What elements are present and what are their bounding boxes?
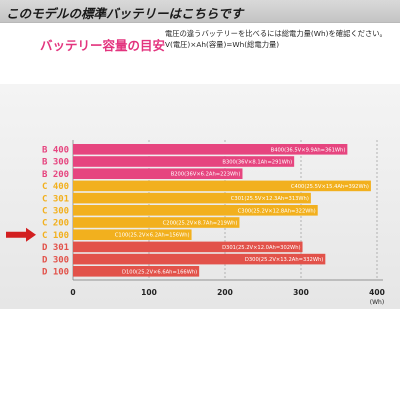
bar	[73, 180, 371, 192]
bar	[73, 229, 192, 240]
bar-label: C100(25.2V×6.2Ah=156Wh)	[115, 233, 190, 239]
bar	[73, 192, 311, 204]
x-unit-label: (Wh)	[370, 299, 384, 306]
x-tick-label: 400	[369, 288, 385, 297]
x-tick-label: 300	[293, 288, 309, 297]
category-label: C 100	[42, 231, 69, 241]
category-label: C 301	[42, 194, 69, 204]
bar	[73, 144, 348, 155]
category-label: C 400	[42, 182, 69, 192]
category-label: D 300	[42, 255, 69, 265]
bar	[73, 168, 243, 179]
bar-label: D301(25.2V×12.0Ah=302Wh)	[222, 245, 300, 251]
bar	[73, 241, 303, 253]
battery-capacity-chart: B400(36.5V×9.9Ah=361Wh) B300(36V×8.1Ah=29…	[6, 140, 385, 306]
header-bar: このモデルの標準バッテリーはこちらです	[0, 0, 400, 23]
note-line-2: V(電圧)×Ah(容量)=Wh(総電力量)	[165, 40, 280, 49]
bar	[73, 253, 326, 265]
bar-label: D300(25.2V×13.2Ah=332Wh)	[245, 257, 323, 263]
x-tick-label: 200	[217, 288, 233, 297]
bar-label: C301(25.5V×12.3Ah=313Wh)	[231, 196, 309, 202]
category-label: C 300	[42, 207, 69, 217]
bar	[73, 156, 295, 167]
highlight-arrow-icon	[6, 227, 36, 242]
category-label: B 300	[42, 158, 69, 168]
note-line-1: 電圧の違うバッテリーを比べるには総電力量(Wh)を確認ください。	[165, 29, 387, 38]
bar	[73, 205, 318, 216]
bar-label: B200(36V×6.2Ah=223Wh)	[171, 172, 241, 178]
category-label: D 100	[42, 268, 69, 278]
bar-label: C200(25.2V×8.7Ah=219Wh)	[163, 221, 238, 227]
chart-subtitle: バッテリー容量の目安	[40, 38, 166, 53]
bar-label: B300(36V×8.1Ah=291Wh)	[222, 160, 292, 166]
bar-label: B400(36.5V×9.9Ah=361Wh)	[271, 147, 346, 153]
x-tick-label: 0	[70, 288, 75, 297]
page-title: このモデルの標準バッテリーはこちらです	[6, 6, 244, 21]
category-label: C 200	[42, 219, 69, 229]
bar-label: C400(25.5V×15.4Ah=392Wh)	[291, 184, 369, 190]
bar	[73, 217, 240, 228]
category-label: B 200	[42, 170, 69, 180]
bar	[73, 266, 200, 277]
category-label: B 400	[42, 146, 69, 156]
bar-label: D100(25.2V×6.6Ah=166Wh)	[122, 269, 197, 275]
category-label: D 301	[42, 243, 69, 253]
x-tick-label: 100	[141, 288, 157, 297]
bar-label: C300(25.2V×12.8Ah=322Wh)	[238, 208, 316, 214]
